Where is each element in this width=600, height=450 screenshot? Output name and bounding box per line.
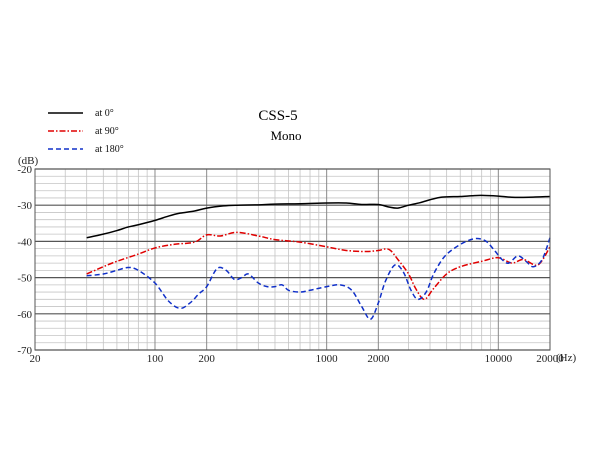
minor-gridlines [35,169,550,350]
x-tick-label: 200 [198,353,215,365]
y-tick-label: -20 [17,164,32,176]
plot-frame [34,168,551,351]
x-tick-label: 10000 [485,353,513,365]
y-tick-label: -40 [17,236,32,248]
y-unit-label: (dB) [18,155,39,167]
x-tick-label: 2000 [367,353,390,365]
y-tick-label: -50 [17,273,32,285]
chart-subtitle: Mono [270,128,301,143]
legend-label-90deg: at 90° [95,126,119,137]
legend-label-0deg: at 0° [95,108,114,119]
series-line-180deg [86,237,551,320]
series-line-0deg [86,194,551,239]
x-tick-label: 20 [30,353,42,365]
series-layer [86,194,551,320]
legend: at 0° at 90° at 180° [48,108,124,155]
x-tick-label: 20000 [536,353,564,365]
x-unit-label: (Hz) [556,352,576,364]
x-tick-label: 100 [147,353,164,365]
x-tick-label: 1000 [316,353,339,365]
y-tick-label: -30 [17,200,32,212]
tick-labels: 20 100 200 1000 2000 10000 20000 -20 -30 -40 -50 -6… [17,164,564,365]
y-tick-label: -70 [17,345,32,357]
legend-label-180deg: at 180° [95,144,124,155]
chart-title: CSS-5 [258,108,297,124]
y-tick-label: -60 [17,309,32,321]
series-line-90deg [86,231,551,301]
